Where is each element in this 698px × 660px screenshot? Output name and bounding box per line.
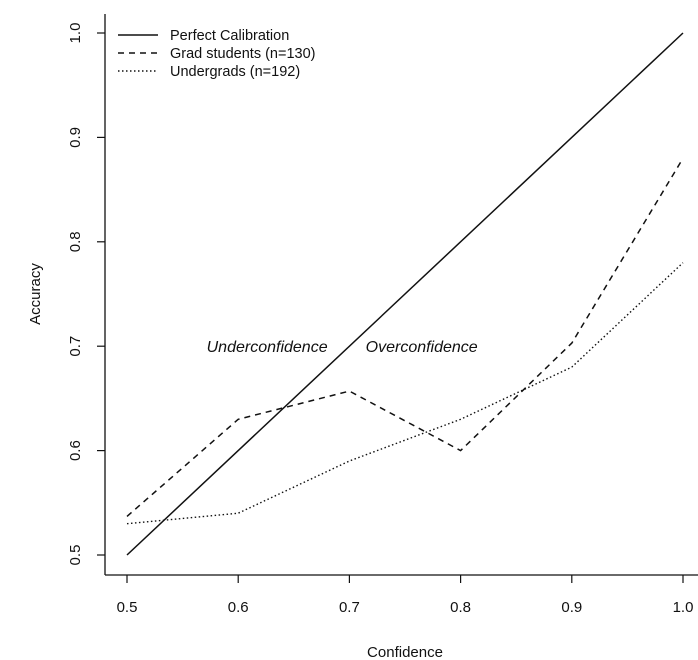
series-layer bbox=[126, 32, 684, 556]
legend-label: Undergrads (n=192) bbox=[170, 64, 300, 80]
y-tick-label: 0.9 bbox=[67, 127, 84, 148]
legend: Perfect Calibration Grad students (n=130)… bbox=[118, 28, 316, 80]
annotation-label: Overconfidence bbox=[366, 339, 478, 356]
x-tick-label: 0.7 bbox=[339, 599, 360, 616]
x-tick-label: 1.0 bbox=[673, 599, 694, 616]
annotation-label: Underconfidence bbox=[207, 339, 328, 356]
y-tick-label: 1.0 bbox=[67, 23, 84, 44]
x-tick-label: 0.6 bbox=[228, 599, 249, 616]
y-tick-label: 0.8 bbox=[67, 231, 84, 252]
x-tick-label: 0.9 bbox=[561, 599, 582, 616]
x-tick-label: 0.8 bbox=[450, 599, 471, 616]
annotation-layer: Underconfidence Overconfidence bbox=[207, 339, 478, 356]
y-tick-label: 0.7 bbox=[67, 336, 84, 357]
series-line-dashed bbox=[126, 157, 684, 517]
y-tick-label: 0.5 bbox=[67, 545, 84, 566]
series-line-dotted bbox=[126, 262, 684, 525]
y-axis-label: Accuracy bbox=[27, 263, 44, 325]
legend-label: Grad students (n=130) bbox=[170, 46, 316, 62]
y-tick-label: 0.6 bbox=[67, 440, 84, 461]
legend-label: Perfect Calibration bbox=[170, 28, 289, 44]
series-line-solid bbox=[126, 32, 684, 556]
axes: 0.5 0.6 0.7 0.8 0.9 1.0 0.5 0.6 0.7 0.8 0.9 1.0 bbox=[67, 14, 698, 616]
x-axis-label: Confidence bbox=[367, 644, 443, 660]
x-tick-label: 0.5 bbox=[117, 599, 138, 616]
